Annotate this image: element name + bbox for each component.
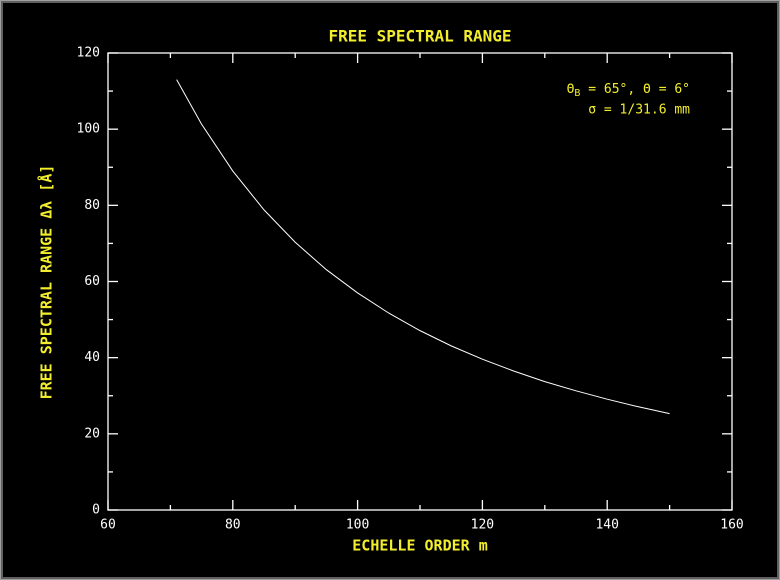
y-tick-label: 60 xyxy=(84,274,100,289)
x-tick-label: 60 xyxy=(100,518,116,533)
y-axis-label: FREE SPECTRAL RANGE Δλ [Å] xyxy=(37,165,56,400)
annotation-part: = 65°, Θ = 6° xyxy=(580,82,690,97)
annotation-subscript: B xyxy=(574,88,580,99)
chart-title: FREE SPECTRAL RANGE xyxy=(328,27,511,46)
y-tick-label: 80 xyxy=(84,198,100,213)
x-tick-label: 80 xyxy=(225,518,241,533)
y-tick-label: 120 xyxy=(77,46,100,61)
annotation: ΘB = 65°, Θ = 6° xyxy=(567,82,690,100)
x-tick-label: 160 xyxy=(720,518,743,533)
y-tick-label: 20 xyxy=(84,426,100,441)
x-tick-label: 120 xyxy=(471,518,494,533)
y-tick-label: 100 xyxy=(77,122,100,137)
x-tick-label: 140 xyxy=(595,518,618,533)
x-tick-label: 100 xyxy=(346,518,369,533)
y-tick-label: 40 xyxy=(84,350,100,365)
annotation-part: Θ xyxy=(567,82,575,97)
x-axis-label: ECHELLE ORDER m xyxy=(352,537,487,555)
data-line xyxy=(176,79,670,415)
annotation: σ = 1/31.6 mm xyxy=(588,103,690,118)
y-tick-label: 0 xyxy=(92,503,100,518)
